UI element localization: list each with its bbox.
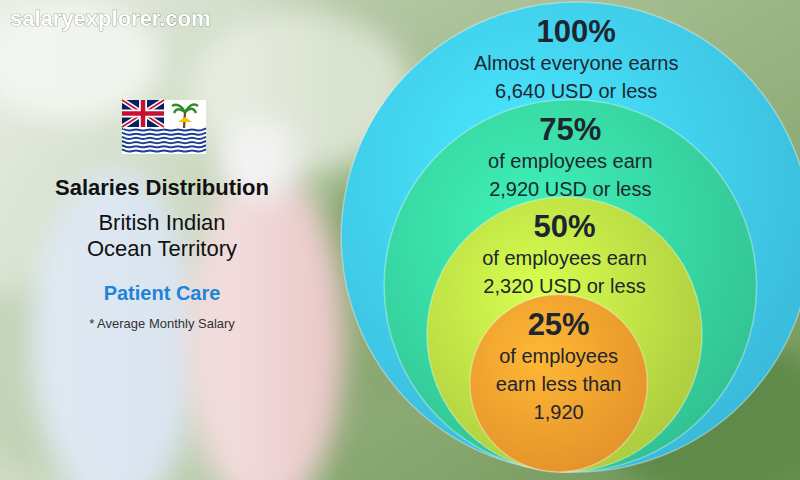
union-saltire-red bbox=[122, 100, 164, 127]
union-saltire bbox=[122, 100, 164, 127]
subtitle: Ocean Territory bbox=[87, 236, 237, 261]
palm-leaves bbox=[172, 104, 198, 113]
background bbox=[0, 0, 800, 480]
flag-union bbox=[122, 100, 164, 127]
flag-wave bbox=[122, 128, 206, 130]
percentile-label: 50% bbox=[533, 209, 595, 244]
percentile-circle bbox=[427, 197, 702, 472]
flag-wave bbox=[122, 133, 206, 135]
percentile-label: 25% bbox=[528, 307, 590, 342]
value-label: 2,920 USD or less bbox=[489, 178, 651, 200]
flag-wave bbox=[122, 141, 206, 143]
value-label: 1,920 bbox=[534, 401, 584, 423]
caption: of employees bbox=[499, 345, 618, 367]
union-cross-red bbox=[122, 100, 164, 127]
left-panel bbox=[0, 0, 340, 480]
chart-root: salaryexplorer.com Salaries Distribution B… bbox=[0, 0, 800, 480]
flag bbox=[122, 100, 206, 154]
caption: Almost everyone earns bbox=[474, 52, 679, 74]
site-logo: salaryexplorer.com bbox=[10, 6, 211, 31]
circles bbox=[341, 2, 800, 472]
percentile-circle bbox=[384, 100, 757, 473]
union-field bbox=[122, 100, 164, 127]
category: Patient Care bbox=[104, 282, 221, 304]
percentile-circle bbox=[470, 295, 648, 473]
caption: of employees earn bbox=[488, 150, 653, 172]
note: * Average Monthly Salary bbox=[89, 316, 235, 331]
subtitle: British Indian bbox=[98, 210, 225, 235]
caption: of employees earn bbox=[482, 247, 647, 269]
percentile-circle bbox=[341, 2, 800, 472]
caption: earn less than bbox=[496, 373, 622, 395]
percentile-label: 100% bbox=[537, 14, 616, 49]
value-label: 2,320 USD or less bbox=[483, 275, 645, 297]
flag-wave bbox=[122, 149, 206, 151]
crown bbox=[178, 117, 192, 122]
flag-wave bbox=[122, 137, 206, 139]
circle-labels: 100% Almost everyone earns 6,640 USD or le… bbox=[474, 14, 679, 423]
title: Salaries Distribution bbox=[55, 175, 269, 200]
union-cross bbox=[122, 100, 164, 127]
value-label: 6,640 USD or less bbox=[495, 80, 657, 102]
flag-wave bbox=[122, 145, 206, 147]
percentile-label: 75% bbox=[539, 112, 601, 147]
flag-field bbox=[122, 100, 206, 154]
infographic: salaryexplorer.com Salaries Distribution B… bbox=[0, 0, 800, 480]
